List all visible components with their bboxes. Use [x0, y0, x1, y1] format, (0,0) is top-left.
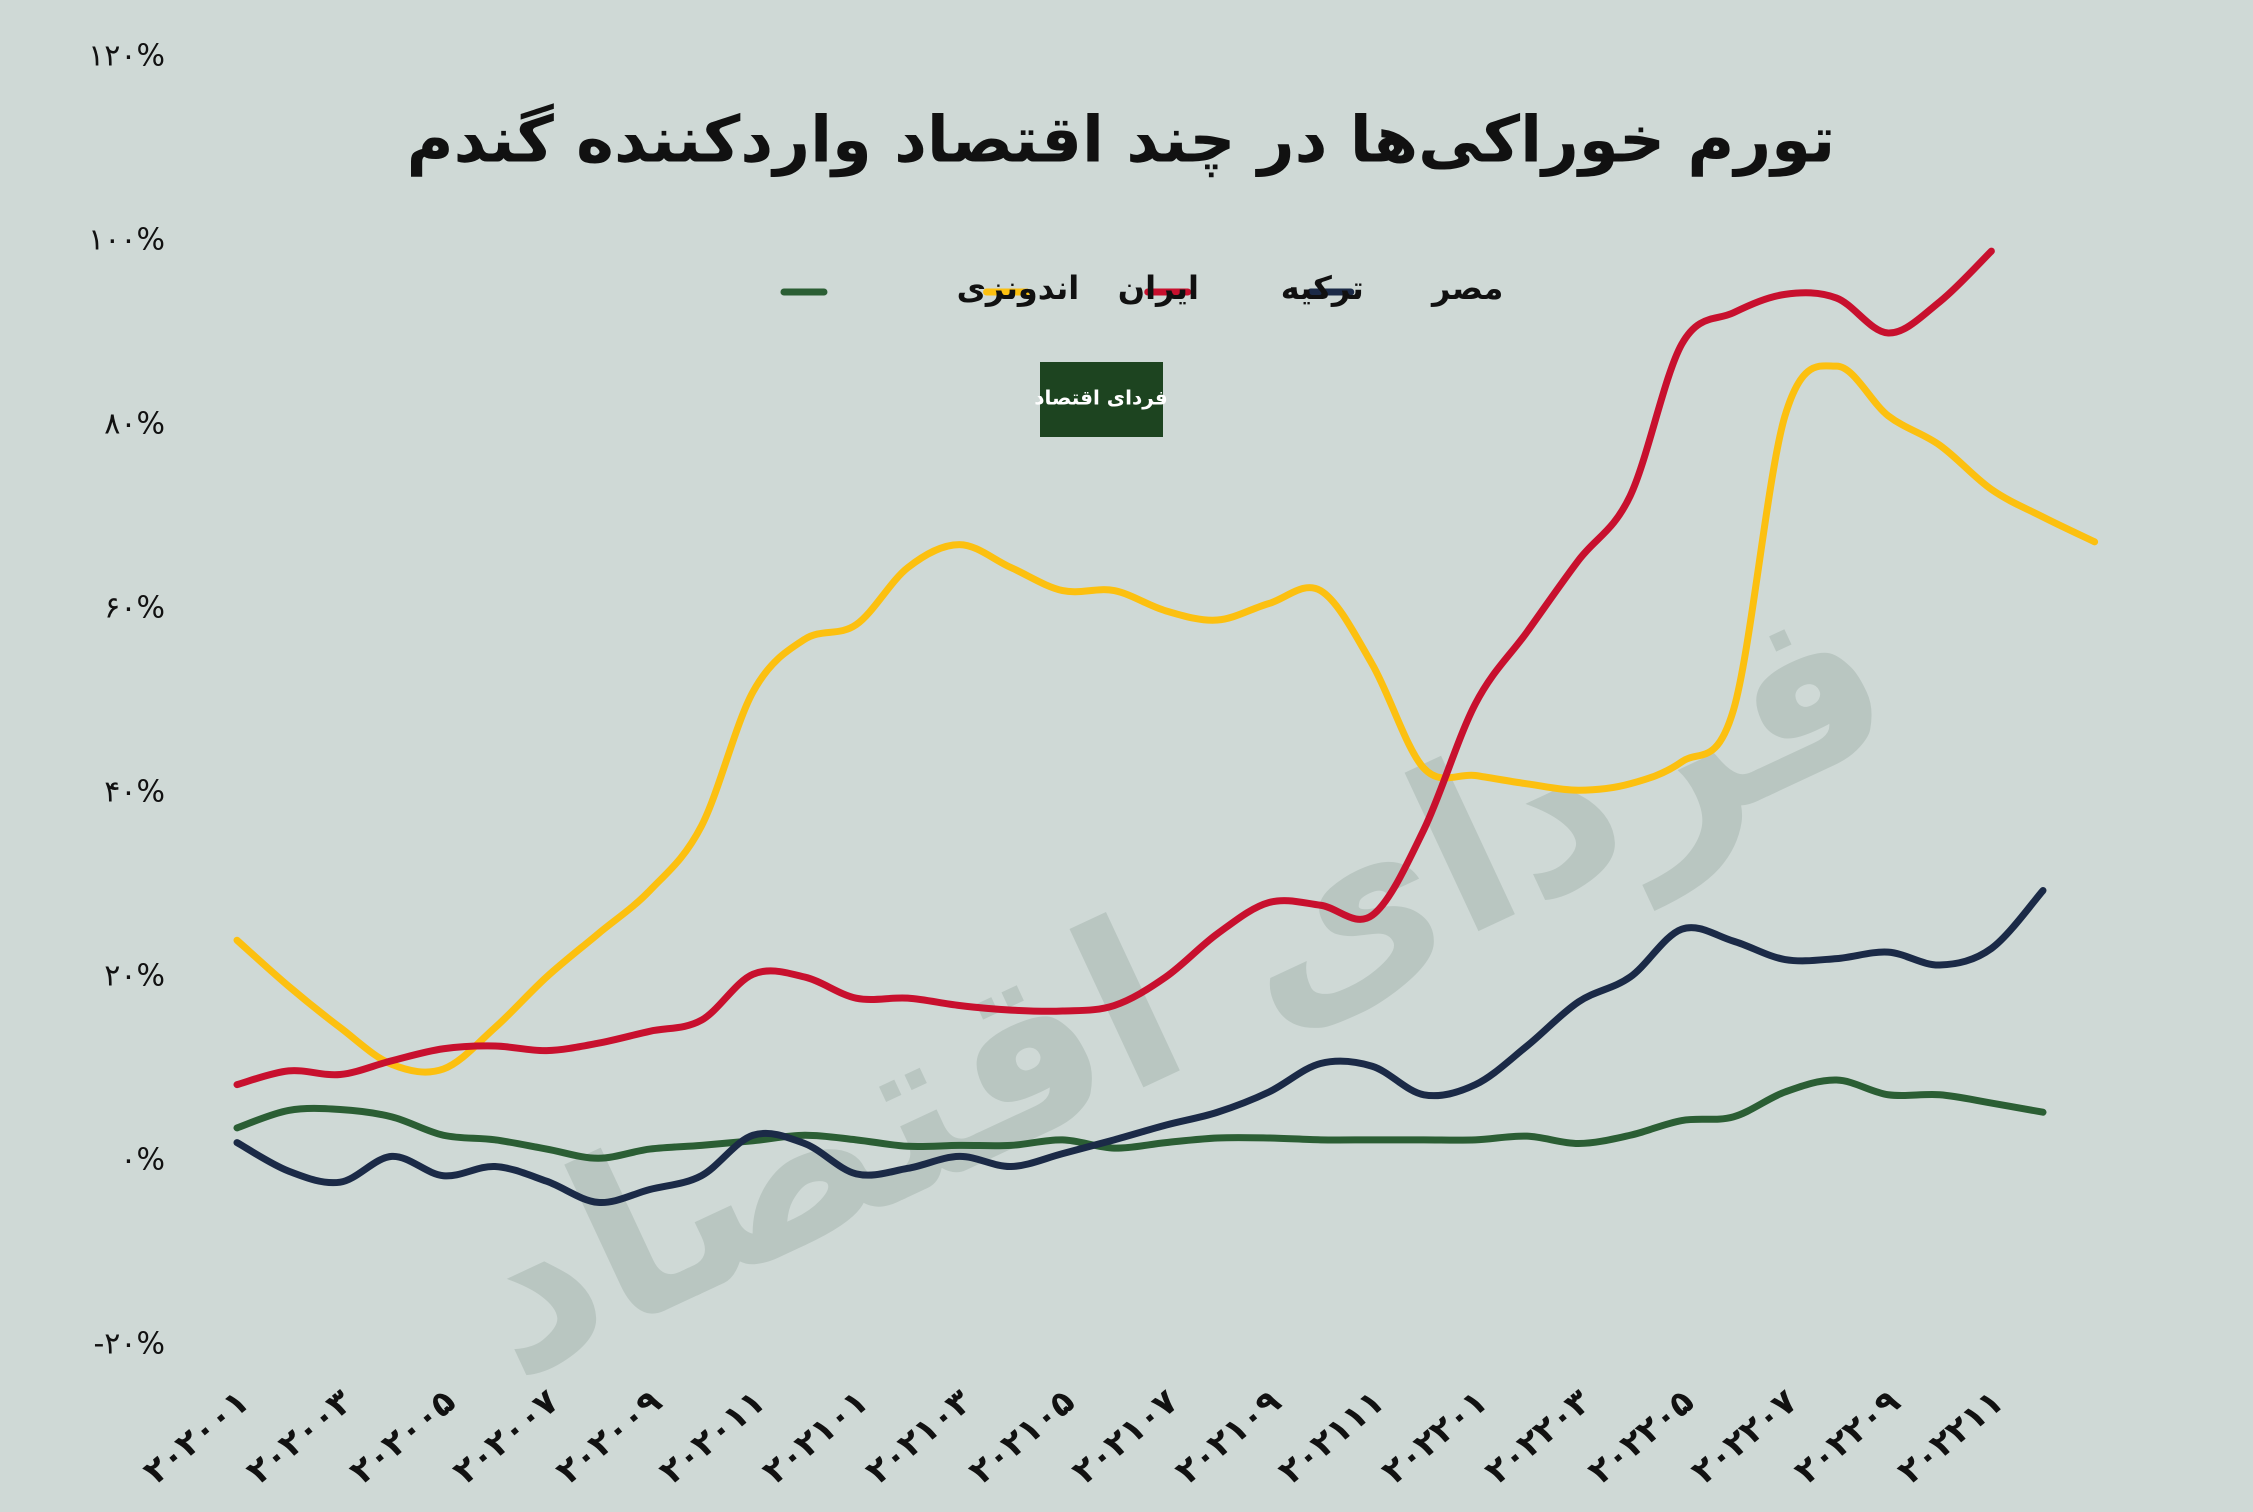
- legend-label: اندونزی: [957, 269, 1080, 307]
- y-tick-label: ۲۰%: [104, 959, 165, 994]
- legend: مصر ترکیه ایران اندونزی: [780, 269, 1503, 307]
- y-tick-label: ۱۲۰%: [88, 39, 165, 74]
- y-tick-label: ۰%: [120, 1143, 165, 1178]
- y-tick-label: ۶۰%: [104, 591, 165, 626]
- legend-label: ایران: [1118, 269, 1199, 307]
- series-line: [233, 362, 2099, 1076]
- series-line: [233, 1076, 2047, 1162]
- y-tick-label: -۲۰%: [93, 1327, 165, 1362]
- logo-box: [1040, 362, 1163, 437]
- chart-title: تورم خوراکی‌ها در چند اقتصاد واردکننده گ…: [407, 103, 1836, 178]
- series-line: [233, 247, 1995, 1089]
- y-tick-label: ۸۰%: [104, 407, 165, 442]
- logo-text: فردای اقتصاد: [1034, 386, 1168, 410]
- legend-label: ترکیه: [1281, 269, 1364, 307]
- y-tick-label: ۴۰%: [104, 775, 165, 810]
- legend-label: مصر: [1430, 269, 1503, 307]
- series-line: [233, 887, 2047, 1206]
- y-tick-label: ۱۰۰%: [88, 223, 165, 258]
